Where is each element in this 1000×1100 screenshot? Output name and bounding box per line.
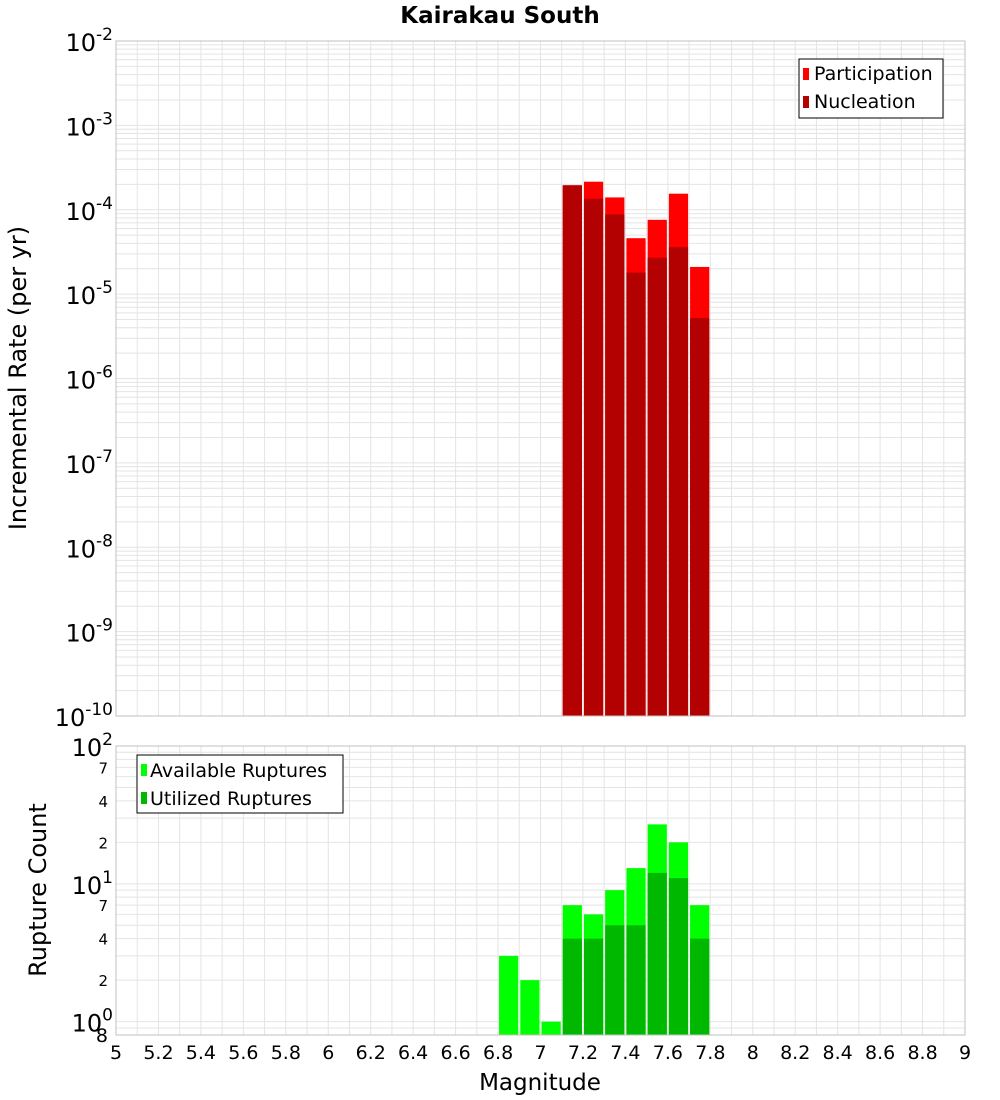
rates-legend-box [798, 58, 944, 119]
utilized-legend-label: Utilized Ruptures [150, 788, 312, 810]
counts-y-tick-label: 100 [72, 1006, 113, 1038]
rate-nucleation-bar [583, 198, 604, 717]
x-tick-label: 5.2 [143, 1042, 173, 1064]
rates-legend: Participation Nucleation [798, 58, 944, 119]
x-axis-label: Magnitude [479, 1070, 601, 1096]
rate-nucleation-bar [562, 185, 582, 717]
x-tick-label: 8.4 [823, 1042, 853, 1064]
x-tick-label: 7.2 [568, 1042, 598, 1064]
counts-minor-tick-label: 4 [98, 931, 108, 949]
count-utilized-bar [583, 938, 604, 1035]
counts-minor-tick-label: 7 [98, 759, 108, 777]
nucleation-legend-swatch [803, 96, 809, 108]
rates-panel: 10-10 10-9 10-8 10-7 10-6 10-5 10-4 10-3 10-2 In… [4, 25, 966, 732]
rates-y-tick-label: 10-8 [66, 531, 114, 563]
x-tick-label: 7.8 [695, 1042, 725, 1064]
x-tick-label: 7 [534, 1042, 546, 1064]
rates-y-tick-label: 10-4 [66, 194, 114, 226]
participation-legend-label: Participation [814, 63, 933, 85]
x-tick-label: 8.6 [865, 1042, 895, 1064]
counts-minor-tick-label: 7 [98, 897, 108, 915]
rates-y-tick-label: 10-7 [66, 447, 114, 479]
rate-nucleation-bar [690, 318, 710, 716]
count-utilized-bar [690, 938, 710, 1035]
x-tick-label: 6.6 [440, 1042, 470, 1064]
nucleation-legend-label: Nucleation [814, 91, 916, 113]
counts-bottom-tick-label: 8 [96, 1025, 108, 1047]
rates-y-tick-label: 10-5 [66, 278, 114, 310]
counts-y-axis-label: Rupture Count [24, 803, 52, 977]
rates-y-tick-label: 10-3 [66, 109, 114, 141]
counts-minor-tick-label: 2 [98, 834, 108, 852]
rate-nucleation-bar [647, 257, 667, 716]
x-tick-label: 5.8 [271, 1042, 301, 1064]
rates-y-tick-label: 10-6 [66, 363, 114, 395]
x-tick-label: 9 [959, 1042, 971, 1064]
counts-plot-frame [115, 745, 966, 1036]
available-legend-label: Available Ruptures [150, 760, 327, 782]
counts-y-tick-labels: 2 4 7 2 4 7 100 101 102 [72, 730, 113, 1038]
rates-y-axis-label: Incremental Rate (per yr) [4, 226, 32, 530]
count-utilized-bar [647, 872, 667, 1035]
counts-legend: Available Ruptures Utilized Ruptures [136, 754, 344, 814]
chart-title: Kairakau South [400, 3, 599, 29]
utilized-legend-swatch [141, 792, 147, 804]
x-tick-labels: 5 5.2 5.4 5.6 5.8 6 6.2 6.4 6.6 6.8 7 7.2 7.4 7.6 7.8 8… [110, 1042, 971, 1064]
x-tick-label: 6.4 [398, 1042, 428, 1064]
rates-gridlines [115, 40, 966, 717]
rate-nucleation-bar [668, 247, 689, 716]
x-tick-label: 7.4 [610, 1042, 640, 1064]
counts-bars [499, 824, 710, 1035]
rates-y-tick-labels: 10-10 10-9 10-8 10-7 10-6 10-5 10-4 10-3 10-2 [55, 25, 113, 732]
available-legend-swatch [141, 764, 147, 776]
participation-legend-swatch [803, 68, 809, 80]
x-tick-label: 5.6 [228, 1042, 258, 1064]
rates-bars [562, 181, 710, 717]
rate-nucleation-bar [626, 272, 646, 716]
x-tick-label: 7.6 [653, 1042, 683, 1064]
rate-nucleation-bar [605, 214, 625, 717]
x-tick-label: 6.8 [483, 1042, 513, 1064]
counts-minor-tick-label: 4 [98, 793, 108, 811]
count-utilized-bar [626, 925, 646, 1035]
count-available-bar [541, 1021, 561, 1035]
count-utilized-bar [668, 878, 689, 1035]
count-available-bar [499, 955, 519, 1035]
count-utilized-bar [605, 925, 625, 1035]
x-tick-label: 8 [747, 1042, 759, 1064]
count-utilized-bar [562, 938, 582, 1035]
rates-y-tick-label: 10-2 [66, 25, 114, 57]
counts-legend-box [136, 754, 344, 814]
rates-plot-frame [115, 40, 966, 717]
x-tick-label: 6.2 [356, 1042, 386, 1064]
count-available-bar [520, 980, 540, 1035]
counts-y-tick-label: 101 [72, 868, 113, 900]
counts-y-tick-label: 102 [72, 730, 113, 762]
rates-y-tick-label: 10-9 [66, 616, 114, 648]
x-tick-label: 5 [110, 1042, 122, 1064]
x-tick-label: 5.4 [186, 1042, 216, 1064]
x-tick-label: 8.2 [780, 1042, 810, 1064]
x-tick-label: 8.8 [907, 1042, 937, 1064]
counts-panel: 2 4 7 2 4 7 100 101 102 8 Rupture Count Availabl… [24, 730, 966, 1047]
counts-minor-tick-label: 2 [98, 972, 108, 990]
rates-y-tick-label: 10-10 [55, 700, 113, 732]
x-tick-label: 6 [322, 1042, 334, 1064]
